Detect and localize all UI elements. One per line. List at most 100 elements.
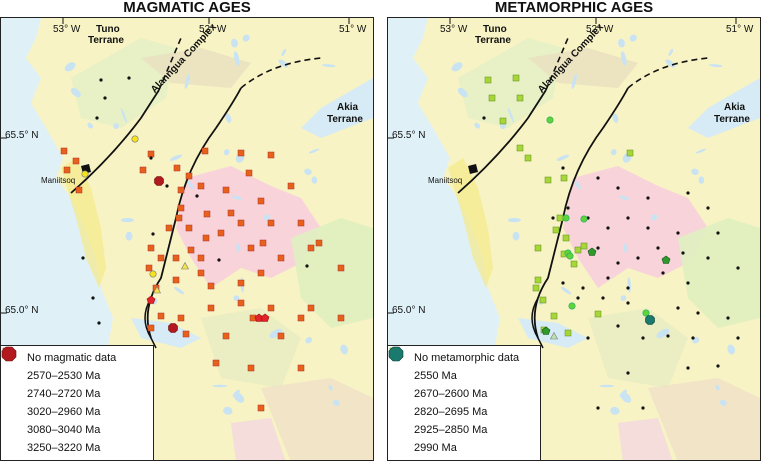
sample-square [267, 219, 275, 227]
sample-dot [641, 406, 645, 410]
lake-shape [332, 399, 340, 406]
tan-zone [261, 378, 373, 460]
magmatic-map: 53° W 52° W 51° W 65.5° N 65.0° N Tuno T… [0, 17, 374, 461]
lat-label-655n: 65.5° N [5, 130, 39, 141]
boundary-line [457, 89, 547, 194]
sample-square [202, 234, 210, 242]
akia-terrane-label-line1: Akia [724, 102, 746, 113]
sample-square [145, 264, 153, 272]
sample-square [297, 219, 305, 227]
legend-item: 3250–3220 Ma [1, 346, 153, 457]
lake-shape [500, 123, 506, 130]
sample-dot [636, 256, 640, 260]
sample-square [247, 364, 255, 372]
lake-shape [328, 384, 333, 391]
legend-label: No metamorphic data [414, 352, 520, 364]
lake-shape [321, 64, 336, 68]
lake-shape [619, 389, 627, 398]
sample-square [182, 330, 190, 338]
sample-square [217, 229, 225, 237]
lake-shape [623, 243, 628, 253]
sample-square [172, 276, 180, 284]
legend-item: No metamorphic data [388, 349, 540, 367]
sample-square [488, 94, 496, 102]
pink-gneiss-area [176, 166, 321, 288]
sample-triangle [549, 331, 559, 340]
lake-shape [64, 62, 76, 72]
lake-shape [610, 406, 620, 415]
sample-square [297, 314, 305, 322]
lake-shape [668, 48, 674, 57]
sample-square [237, 149, 245, 157]
sample-square [207, 304, 215, 312]
lake-shape [618, 38, 625, 48]
legend-label: 2740–2720 Ma [27, 388, 101, 400]
lake-shape [233, 51, 240, 66]
lake-shape [715, 384, 720, 391]
sample-square [201, 147, 209, 155]
akia-terrane-label-line2: Terrane [327, 114, 363, 125]
legend-label: 2550 Ma [414, 370, 457, 382]
sample-square [63, 166, 71, 174]
sample-square [157, 254, 165, 262]
legend-item: 2550 Ma [388, 347, 540, 385]
sample-circle [566, 252, 574, 260]
lake-shape [708, 64, 723, 68]
magmatic-legend: No magmatic data 2570–2530 Ma 2740–2720 … [1, 345, 154, 460]
lake-shape [457, 87, 468, 98]
grey-zone [141, 48, 251, 88]
sample-triangle [180, 261, 190, 270]
sample-dot [676, 231, 680, 235]
lake-shape [620, 295, 627, 301]
legend-item: 2740–2720 Ma [1, 347, 153, 403]
sample-square [287, 182, 295, 190]
lake-shape [174, 286, 185, 295]
metamorphic-panel-title: METAMORPHIC AGES [494, 0, 654, 16]
sample-square [307, 304, 315, 312]
sample-dot [646, 226, 650, 230]
green-zone [201, 308, 301, 388]
sample-pentagon [260, 313, 270, 322]
legend-label: 3250–3220 Ma [27, 442, 101, 454]
sample-dot [656, 246, 660, 250]
lake-shape [236, 243, 241, 253]
legend-label: 2670–2600 Ma [414, 388, 488, 400]
lake-shape [610, 149, 617, 156]
lake-shape [556, 154, 570, 161]
lake-shape [305, 337, 313, 344]
boundary-line [531, 297, 544, 349]
sample-dot [646, 196, 650, 200]
sample-square [207, 282, 215, 290]
yellow-band [61, 158, 106, 288]
sample-square [212, 359, 220, 367]
sample-square [337, 314, 345, 322]
sample-square [177, 186, 185, 194]
sample-dot [149, 156, 153, 160]
lake-shape [232, 389, 240, 398]
sample-square [516, 144, 524, 152]
sample-square [626, 149, 634, 157]
sample-dot [726, 316, 730, 320]
sample-pentagon [146, 295, 156, 304]
sample-dot [641, 336, 645, 340]
lon-label-52w: 52° W [586, 24, 614, 35]
sample-square [237, 219, 245, 227]
lake-shape [612, 113, 619, 123]
lon-label-51w: 51° W [339, 24, 367, 35]
sample-square [562, 234, 570, 242]
town-marker-icon [468, 164, 478, 174]
sample-square [307, 244, 315, 252]
lake-shape [507, 218, 521, 223]
sample-pentagon [587, 247, 597, 256]
sample-dot [686, 366, 690, 370]
legend-item: 2990 Ma [388, 346, 540, 457]
legend-label: No magmatic data [27, 352, 117, 364]
sample-square [277, 332, 285, 340]
lake-shape [212, 384, 228, 388]
sample-dot [482, 116, 486, 120]
sample-dot [626, 216, 630, 220]
green-zone [678, 218, 760, 328]
sample-dot [99, 78, 103, 82]
sample-square [227, 209, 235, 217]
sample-dot [606, 276, 610, 280]
